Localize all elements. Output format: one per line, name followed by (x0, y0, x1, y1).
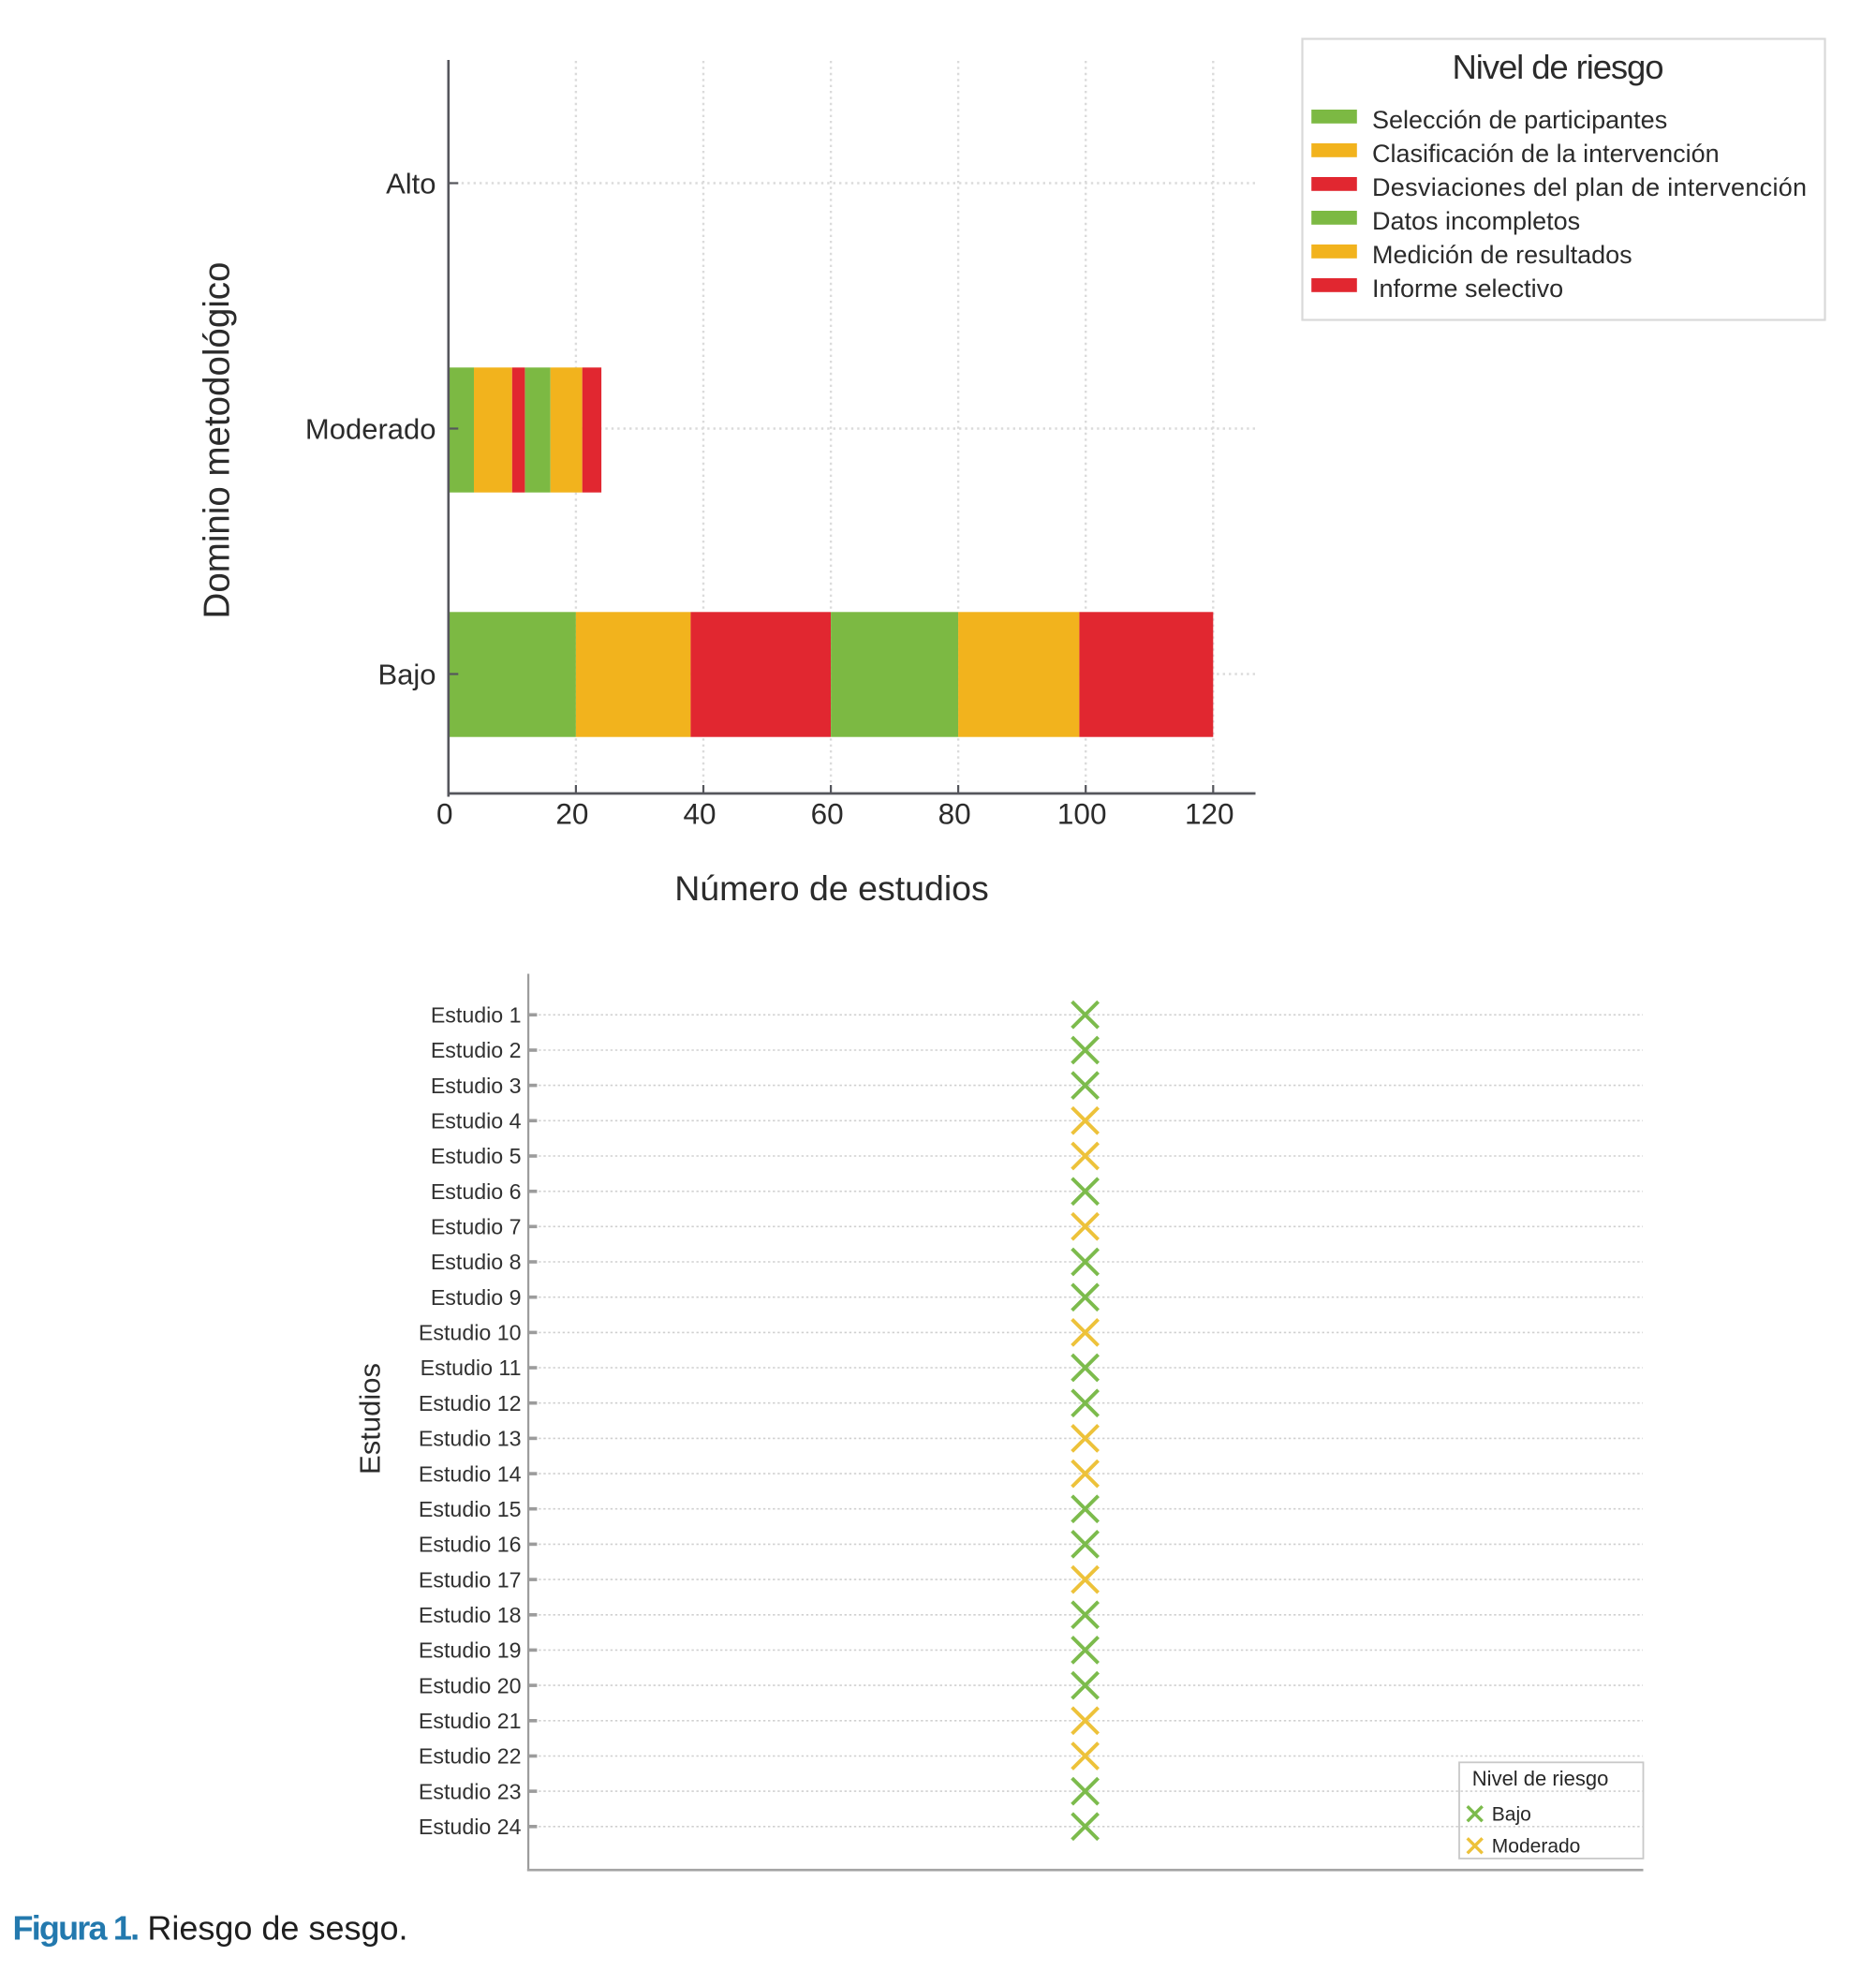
svg-text:Medición de resultados: Medición de resultados (1372, 241, 1632, 269)
svg-text:20: 20 (555, 797, 588, 831)
svg-text:Figura 1. Riesgo de sesgo.: Figura 1. Riesgo de sesgo. (13, 1909, 408, 1948)
svg-text:Estudio 13: Estudio 13 (419, 1427, 522, 1451)
svg-text:Estudio 9: Estudio 9 (431, 1285, 522, 1310)
svg-text:Estudio 22: Estudio 22 (419, 1744, 522, 1769)
svg-text:Alto: Alto (386, 168, 436, 200)
svg-text:Estudio 11: Estudio 11 (421, 1356, 522, 1380)
svg-text:Selección de participantes: Selección de participantes (1372, 106, 1667, 134)
svg-text:Moderado: Moderado (1492, 1836, 1581, 1858)
svg-text:Estudio 23: Estudio 23 (419, 1779, 522, 1803)
svg-text:Estudio 7: Estudio 7 (431, 1215, 522, 1239)
svg-text:Estudio 8: Estudio 8 (431, 1250, 522, 1274)
svg-text:Estudio 17: Estudio 17 (419, 1567, 522, 1592)
svg-text:Estudio 4: Estudio 4 (431, 1109, 522, 1134)
svg-text:Estudio 16: Estudio 16 (419, 1533, 522, 1557)
svg-text:Estudio 15: Estudio 15 (419, 1497, 522, 1521)
svg-text:Estudio 3: Estudio 3 (431, 1074, 522, 1098)
svg-text:Estudio 6: Estudio 6 (431, 1179, 522, 1204)
svg-text:Estudio 5: Estudio 5 (431, 1144, 522, 1168)
svg-text:100: 100 (1057, 797, 1107, 831)
svg-text:Estudios: Estudios (354, 1363, 387, 1475)
svg-text:Bajo: Bajo (377, 659, 436, 691)
svg-text:40: 40 (683, 797, 716, 831)
svg-text:Estudio 2: Estudio 2 (431, 1038, 522, 1062)
svg-text:0: 0 (436, 797, 453, 831)
svg-text:Bajo: Bajo (1492, 1804, 1531, 1826)
svg-text:Estudio 20: Estudio 20 (419, 1673, 522, 1697)
svg-text:120: 120 (1185, 797, 1234, 831)
svg-text:Estudio 12: Estudio 12 (419, 1391, 522, 1415)
svg-text:80: 80 (938, 797, 971, 831)
svg-text:Moderado: Moderado (305, 413, 436, 446)
svg-text:Clasificación de la intervenci: Clasificación de la intervención (1372, 140, 1720, 168)
svg-text:Datos incompletos: Datos incompletos (1372, 207, 1580, 235)
svg-text:Estudio 14: Estudio 14 (419, 1461, 522, 1486)
svg-text:Nivel de riesgo: Nivel de riesgo (1453, 48, 1663, 86)
svg-text:Nivel de riesgo: Nivel de riesgo (1472, 1767, 1609, 1790)
svg-text:Número de estudios: Número de estudios (674, 868, 989, 908)
svg-text:Estudio 18: Estudio 18 (419, 1603, 522, 1627)
svg-text:Estudio 10: Estudio 10 (419, 1321, 522, 1345)
svg-text:Informe selectivo: Informe selectivo (1372, 274, 1563, 303)
svg-text:Estudio 21: Estudio 21 (419, 1709, 522, 1733)
svg-text:Estudio 1: Estudio 1 (431, 1003, 522, 1028)
svg-text:Estudio 19: Estudio 19 (419, 1638, 522, 1663)
svg-text:Desviaciones del plan de inter: Desviaciones del plan de intervención (1372, 173, 1807, 201)
svg-text:Estudio 24: Estudio 24 (419, 1815, 522, 1839)
svg-text:60: 60 (811, 797, 844, 831)
svg-text:Dominio metodológico: Dominio metodológico (198, 262, 238, 619)
